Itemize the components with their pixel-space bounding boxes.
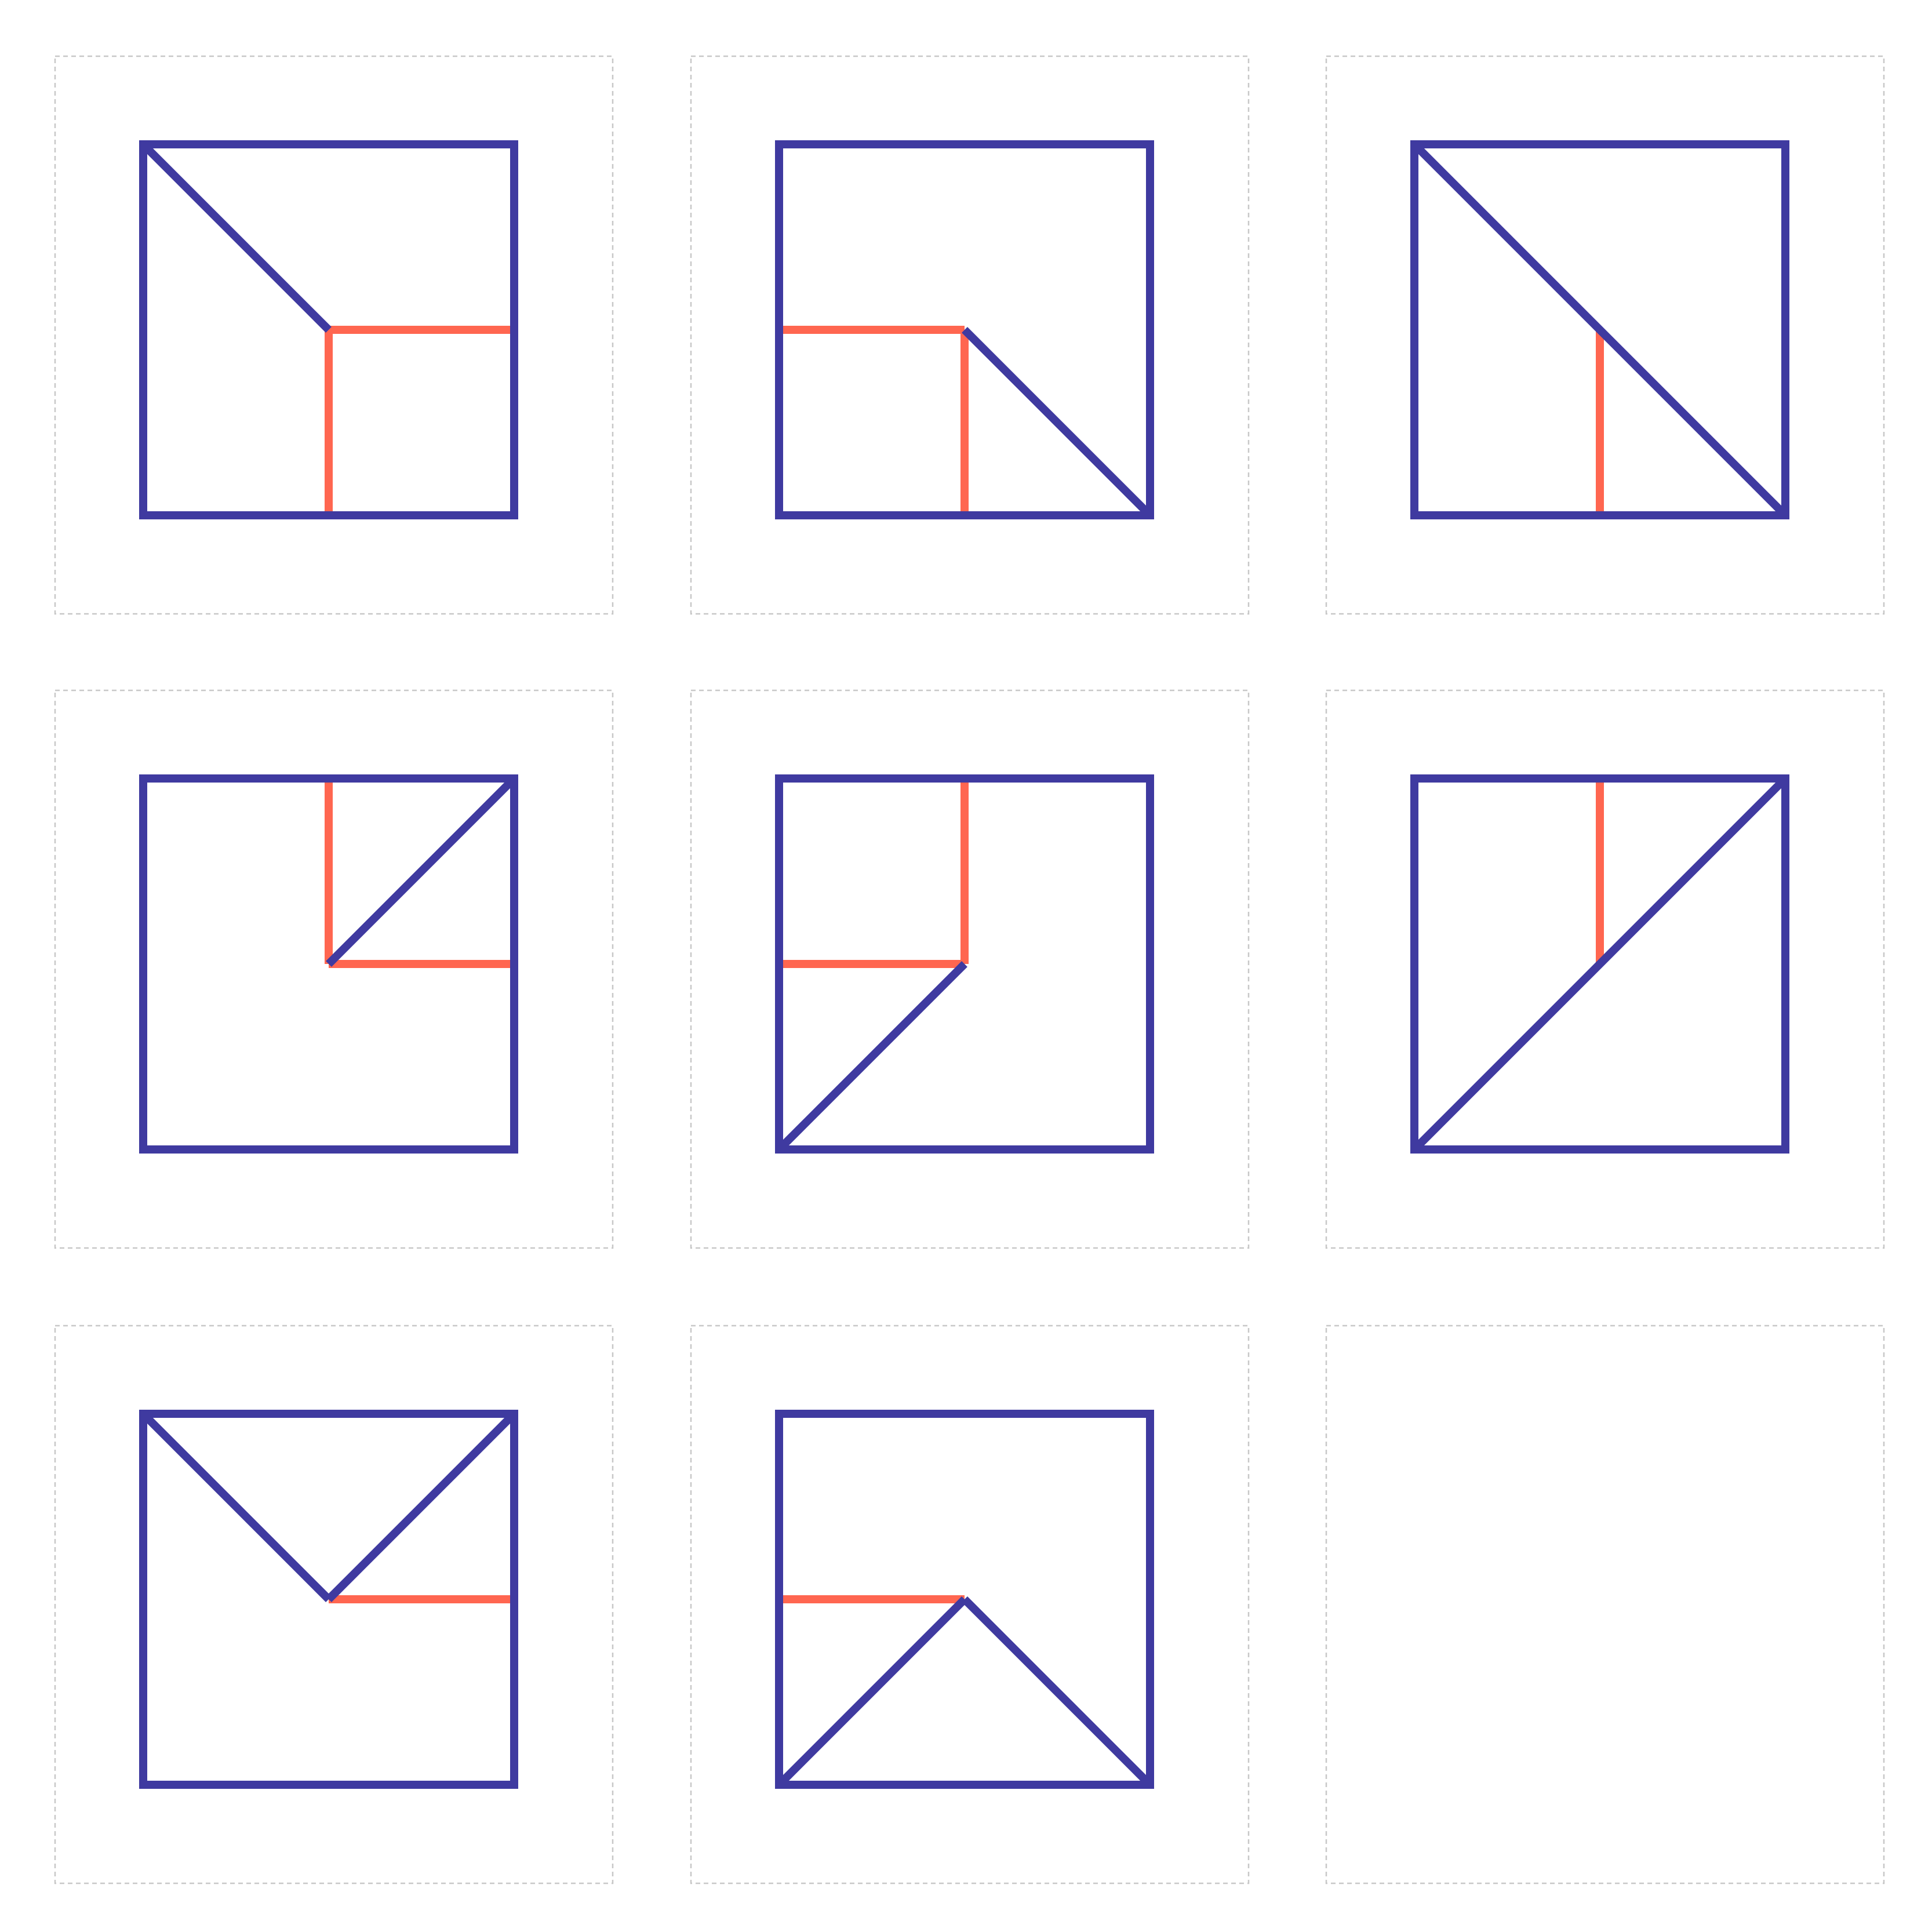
fold-line <box>1411 776 1788 1152</box>
square-outline <box>139 774 518 1154</box>
square-outline <box>775 140 1154 519</box>
panel-frame <box>690 689 1250 1249</box>
panel-3[interactable] <box>1325 55 1885 615</box>
panel-frame <box>54 1325 614 1884</box>
fold-line <box>140 141 332 333</box>
panel-frame <box>690 55 1250 615</box>
panel-6[interactable] <box>1325 689 1885 1249</box>
panel-frame <box>1325 55 1885 615</box>
square-outline <box>1410 140 1789 519</box>
panel-frame <box>690 1325 1250 1884</box>
panel-1[interactable] <box>54 55 614 615</box>
panel-9-empty-answer-slot[interactable] <box>1325 1325 1885 1884</box>
fold-line <box>962 1596 1153 1788</box>
fold-line <box>140 1411 332 1602</box>
panel-frame <box>54 55 614 615</box>
fold-line <box>962 327 1153 518</box>
panel-frame <box>54 689 614 1249</box>
square-outline <box>1410 774 1789 1154</box>
panel-5[interactable] <box>690 689 1250 1249</box>
fold-line <box>1411 141 1788 518</box>
square-outline <box>139 140 518 519</box>
panel-4[interactable] <box>54 689 614 1249</box>
fold-line <box>776 961 967 1152</box>
panel-2[interactable] <box>690 55 1250 615</box>
panel-8[interactable] <box>690 1325 1250 1884</box>
panel-7[interactable] <box>54 1325 614 1884</box>
fold-line <box>326 1411 517 1602</box>
fold-line <box>326 776 517 967</box>
square-outline <box>775 1410 1154 1789</box>
fold-line <box>776 1596 967 1788</box>
square-outline <box>775 774 1154 1154</box>
panel-frame <box>1325 689 1885 1249</box>
square-outline <box>139 1410 518 1789</box>
panel-frame <box>1325 1325 1885 1884</box>
